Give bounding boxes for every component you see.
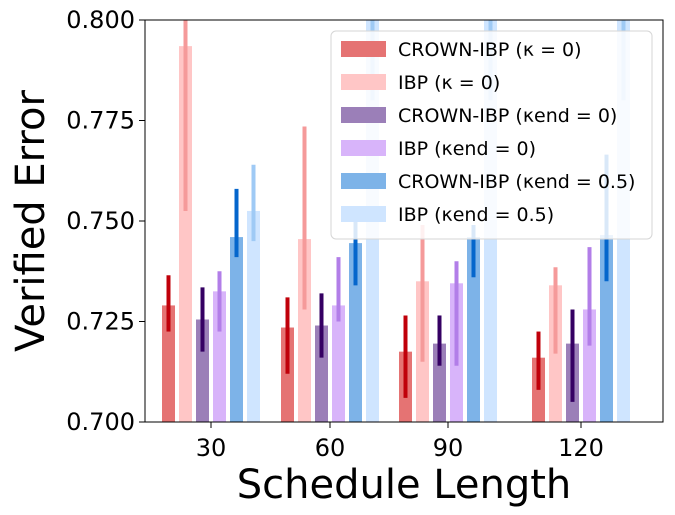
legend-label-0: CROWN-IBP (κ = 0) [398,39,582,61]
legend-label-5: IBP (κend = 0.5) [398,204,554,226]
bar-series1-30 [179,46,192,422]
bar-series5-30 [247,210,260,422]
bar-series2-60 [315,325,328,422]
bar-series1-60 [298,239,311,422]
legend-swatch-3 [341,140,386,156]
legend-swatch-2 [341,107,386,123]
x-axis-label: Schedule Length [237,462,572,508]
legend-label-2: CROWN-IBP (κend = 0) [398,105,617,127]
bar-series3-120 [583,309,596,422]
y-tick-label: 0.725 [66,308,135,336]
bar-series2-30 [196,319,209,422]
bar-series4-30 [230,237,243,422]
legend-swatch-5 [341,206,386,222]
x-tick-label: 90 [433,434,464,462]
bar-series3-60 [332,305,345,422]
legend-swatch-4 [341,173,386,189]
legend-label-4: CROWN-IBP (κend = 0.5) [398,171,635,193]
y-tick-label: 0.800 [66,6,135,34]
legend-swatch-1 [341,74,386,90]
bar-series3-30 [213,291,226,422]
legend-label-1: IBP (κ = 0) [398,72,500,94]
y-axis: 0.700 0.725 0.750 0.775 0.800 [66,6,145,436]
bar-series4-90 [467,237,480,422]
legend-label-3: IBP (κend = 0) [398,138,536,160]
x-tick-label: 120 [558,434,604,462]
bar-series2-90 [433,343,446,422]
y-tick-label: 0.750 [66,207,135,235]
legend-swatch-0 [341,41,386,57]
bar-series0-30 [162,305,175,422]
y-tick-label: 0.775 [66,107,135,135]
legend: CROWN-IBP (κ = 0) IBP (κ = 0) CROWN-IBP (κ… [330,30,653,240]
x-axis: 30 60 90 120 [196,422,604,462]
y-axis-label: Verified Error [8,90,54,352]
x-tick-label: 60 [315,434,346,462]
x-tick-label: 30 [196,434,227,462]
bar-series0-60 [281,327,294,422]
y-tick-label: 0.700 [66,408,135,436]
legend-box [330,30,653,240]
bar-series4-120 [600,235,613,422]
bar-series4-60 [349,243,362,422]
